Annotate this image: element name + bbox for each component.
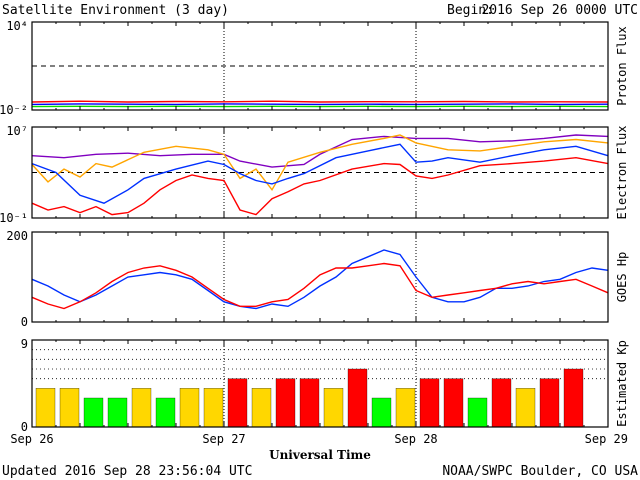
panel-proton: 10⁴ 10⁻² Proton Flux: [0, 19, 629, 117]
electron-series-3: [31, 156, 609, 216]
hp-ylabel: GOES Hp: [615, 252, 629, 303]
y-tick-label-bottom: 0: [21, 420, 28, 434]
electron-series-0: [31, 134, 609, 168]
kp-bar: [227, 378, 248, 428]
panel-frame: [31, 231, 609, 323]
kp-bar: [323, 388, 344, 428]
proton-series-1: [31, 103, 609, 106]
kp-bar: [467, 397, 488, 428]
updated-text: Updated 2016 Sep 28 23:56:04 UTC: [2, 464, 252, 479]
proton-series-0: [31, 100, 609, 103]
y-tick-label-top: 10⁴: [6, 19, 28, 33]
y-tick-label-top: 200: [6, 229, 28, 243]
kp-bar: [179, 388, 200, 428]
kp-bar: [155, 397, 176, 428]
kp-bar: [251, 388, 272, 428]
kp-bar: [107, 397, 128, 428]
kp-bar: [275, 378, 296, 428]
proton-ylabel: Proton Flux: [615, 26, 629, 105]
x-axis-label: Universal Time: [269, 448, 371, 462]
kp-bar: [299, 378, 320, 428]
kp-bar: [83, 397, 104, 428]
kp-bar: [59, 388, 80, 428]
kp-bar: [203, 388, 224, 428]
x-tick-label: Sep 26: [10, 432, 53, 446]
kp-ylabel: Estimated Kp: [615, 340, 629, 427]
x-tick-label: Sep 29: [585, 432, 628, 446]
hp-series-0: [31, 249, 609, 310]
panel-kp: 9 0 Estimated Kp: [21, 337, 629, 434]
kp-bar: [131, 388, 152, 428]
kp-bar: [515, 388, 536, 428]
y-tick-label-top: 9: [21, 337, 28, 351]
y-tick-label-bottom: 0: [21, 315, 28, 329]
kp-bar: [491, 378, 512, 428]
electron-ylabel: Electron Flux: [615, 126, 629, 220]
kp-bar: [563, 368, 584, 428]
kp-bar: [395, 388, 416, 428]
kp-bar: [347, 368, 368, 428]
begin-value: 2016 Sep 26 0000 UTC: [481, 3, 638, 18]
x-tick-label: Sep 27: [202, 432, 245, 446]
kp-bar: [35, 388, 56, 428]
panel-electron: 10⁷ 10⁻¹ Electron Flux: [0, 124, 629, 225]
hp-series-1: [31, 262, 609, 310]
y-tick-label-bottom: 10⁻²: [0, 103, 28, 117]
kp-bar: [419, 378, 440, 428]
y-tick-label-bottom: 10⁻¹: [0, 211, 28, 225]
kp-bar: [371, 397, 392, 428]
electron-series-1: [31, 134, 609, 192]
y-tick-label-top: 10⁷: [6, 124, 28, 138]
source-text: NOAA/SWPC Boulder, CO USA: [442, 464, 638, 479]
panel-hp: 200 0 GOES Hp: [6, 229, 629, 329]
kp-bar: [443, 378, 464, 428]
chart-title: Satellite Environment (3 day): [2, 3, 229, 18]
x-tick-label: Sep 28: [394, 432, 437, 446]
kp-bar: [539, 378, 560, 428]
begin-label: Begin:: [447, 3, 494, 18]
electron-series-2: [31, 143, 609, 204]
